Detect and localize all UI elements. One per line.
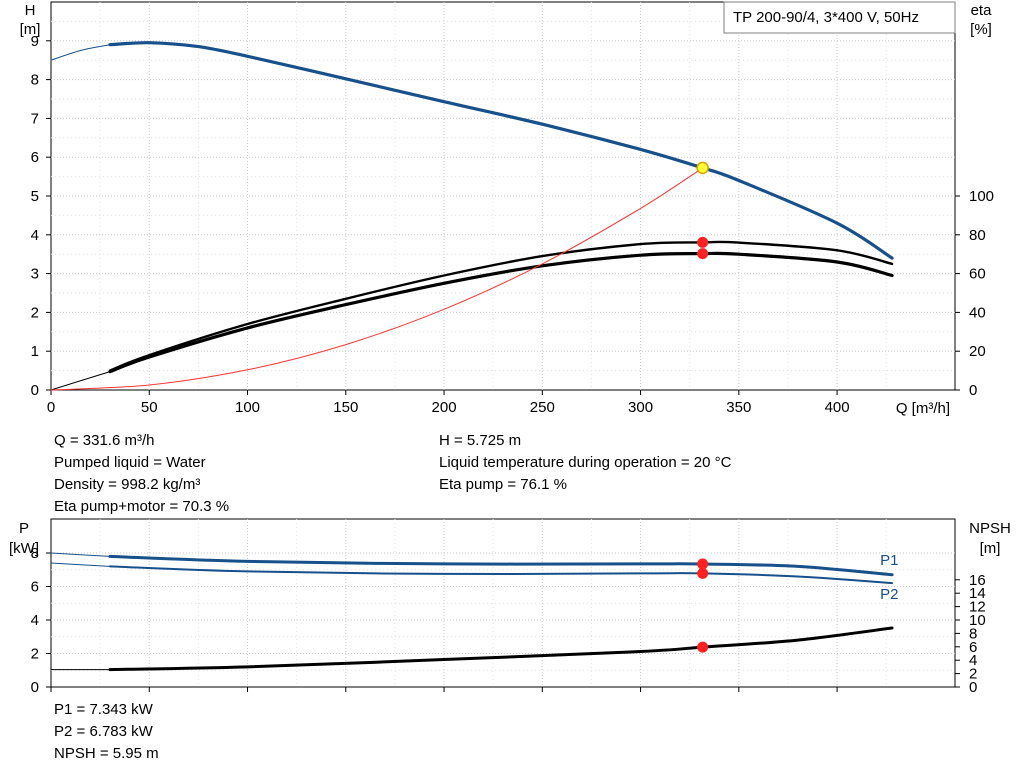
y-right-label-1: eta bbox=[971, 2, 993, 19]
y-right-unit-2: [m] bbox=[980, 540, 1001, 557]
series-P2-extension bbox=[50, 562, 111, 567]
y-left-label-1: H bbox=[25, 2, 36, 19]
result-flow: Q = 331.6 m³/h bbox=[54, 432, 155, 449]
series-P2 bbox=[109, 565, 894, 585]
operating-point-marker-2 bbox=[697, 558, 709, 570]
operating-point-marker bbox=[697, 248, 709, 260]
x-tick-label-1: 50 bbox=[141, 399, 158, 416]
label-p1: P1 bbox=[880, 552, 898, 569]
duty-point-marker bbox=[696, 161, 709, 175]
y-right-tick-label-1: 80 bbox=[969, 227, 986, 244]
series-H bbox=[108, 41, 894, 260]
chart-title: TP 200-90/4, 3*400 V, 50Hz bbox=[733, 9, 919, 26]
x-tick-label-1: 150 bbox=[333, 399, 358, 416]
y-right-tick-label-2: 14 bbox=[969, 585, 986, 602]
series-P1 bbox=[108, 554, 894, 577]
y-left-tick-label-1: 0 bbox=[31, 382, 39, 399]
y-right-tick-label-2: 6 bbox=[969, 639, 977, 656]
x-tick-label-1: 0 bbox=[47, 399, 55, 416]
results-top-left: Q = 331.6 m³/h Pumped liquid = Water Den… bbox=[54, 430, 229, 518]
y-left-tick-label-1: 2 bbox=[31, 304, 39, 321]
y-left-tick-label-1: 8 bbox=[31, 72, 39, 89]
result-p1: P1 = 7.343 kW bbox=[54, 701, 153, 718]
y-right-unit-1: [%] bbox=[970, 21, 992, 38]
y-left-tick-label-2: 0 bbox=[31, 679, 39, 696]
series-system-curve bbox=[50, 167, 704, 391]
operating-point-marker-2 bbox=[697, 567, 709, 579]
y-right-tick-label-1: 40 bbox=[969, 304, 986, 321]
y-left-tick-label-2: 4 bbox=[31, 612, 39, 629]
operating-point-marker-2 bbox=[697, 641, 709, 653]
y-right-tick-label-2: 2 bbox=[969, 666, 977, 683]
y-left-label-2: P bbox=[19, 520, 29, 537]
x-tick-label-1: 250 bbox=[530, 399, 555, 416]
result-npsh: NPSH = 5.95 m bbox=[54, 745, 159, 762]
series-eta-extension bbox=[50, 371, 111, 391]
operating-point-marker bbox=[697, 236, 709, 248]
y-left-unit-1: [m] bbox=[20, 21, 41, 38]
y-right-tick-label-1: 60 bbox=[969, 266, 986, 283]
series-eta-pump+motor bbox=[108, 251, 894, 374]
result-p2: P2 = 6.783 kW bbox=[54, 723, 153, 740]
y-right-tick-label-1: 0 bbox=[969, 382, 977, 399]
label-p2: P2 bbox=[880, 586, 898, 603]
y-left-tick-label-1: 7 bbox=[31, 110, 39, 127]
series-H-extension bbox=[50, 44, 111, 61]
y-right-tick-label-2: 12 bbox=[969, 599, 986, 616]
y-left-tick-label-1: 4 bbox=[31, 227, 39, 244]
result-liquid: Pumped liquid = Water bbox=[54, 454, 206, 471]
y-right-label-2: NPSH bbox=[969, 520, 1011, 537]
x-tick-label-1: 100 bbox=[235, 399, 260, 416]
x-axis-label-1: Q [m³/h] bbox=[896, 400, 950, 417]
result-temperature: Liquid temperature during operation = 20… bbox=[439, 454, 732, 471]
x-tick-label-1: 350 bbox=[726, 399, 751, 416]
series-eta-pump bbox=[108, 240, 894, 372]
series-NPSH bbox=[108, 626, 894, 672]
y-right-tick-label-1: 20 bbox=[969, 343, 986, 360]
chart-title-box bbox=[723, 1, 956, 34]
y-left-unit-2: [kW] bbox=[9, 540, 39, 557]
y-right-tick-label-1: 100 bbox=[969, 188, 994, 205]
x-tick-label-1: 200 bbox=[432, 399, 457, 416]
result-head: H = 5.725 m bbox=[439, 432, 522, 449]
series-P1-extension bbox=[50, 552, 111, 557]
result-eta-pump: Eta pump = 76.1 % bbox=[439, 476, 567, 493]
y-right-tick-label-2: 16 bbox=[969, 572, 986, 589]
y-left-tick-label-1: 5 bbox=[31, 188, 39, 205]
y-left-tick-label-2: 2 bbox=[31, 646, 39, 663]
y-right-tick-label-2: 4 bbox=[969, 652, 977, 669]
y-right-tick-label-2: 0 bbox=[969, 679, 977, 696]
x-tick-label-1: 400 bbox=[825, 399, 850, 416]
y-left-tick-label-1: 9 bbox=[31, 33, 39, 50]
y-left-tick-label-2: 8 bbox=[31, 545, 39, 562]
y-right-tick-label-2: 10 bbox=[969, 612, 986, 629]
y-left-tick-label-1: 3 bbox=[31, 266, 39, 283]
result-density: Density = 998.2 kg/m³ bbox=[54, 476, 201, 493]
results-bottom: P1 = 7.343 kW P2 = 6.783 kW NPSH = 5.95 … bbox=[54, 699, 159, 765]
y-left-tick-label-1: 6 bbox=[31, 149, 39, 166]
y-left-tick-label-1: 1 bbox=[31, 343, 39, 360]
y-left-tick-label-2: 6 bbox=[31, 579, 39, 596]
pump-performance-chart: 0 50 100 150 200 250 300 350 400 0 1 2 3 4 5 6 7 8 9 0 20 40 6… bbox=[20, 1, 994, 417]
result-eta-pump-motor: Eta pump+motor = 70.3 % bbox=[54, 498, 230, 515]
x-tick-label-1: 300 bbox=[628, 399, 653, 416]
y-right-tick-label-2: 8 bbox=[969, 625, 977, 642]
results-top-right: H = 5.725 m Liquid temperature during op… bbox=[439, 430, 731, 496]
